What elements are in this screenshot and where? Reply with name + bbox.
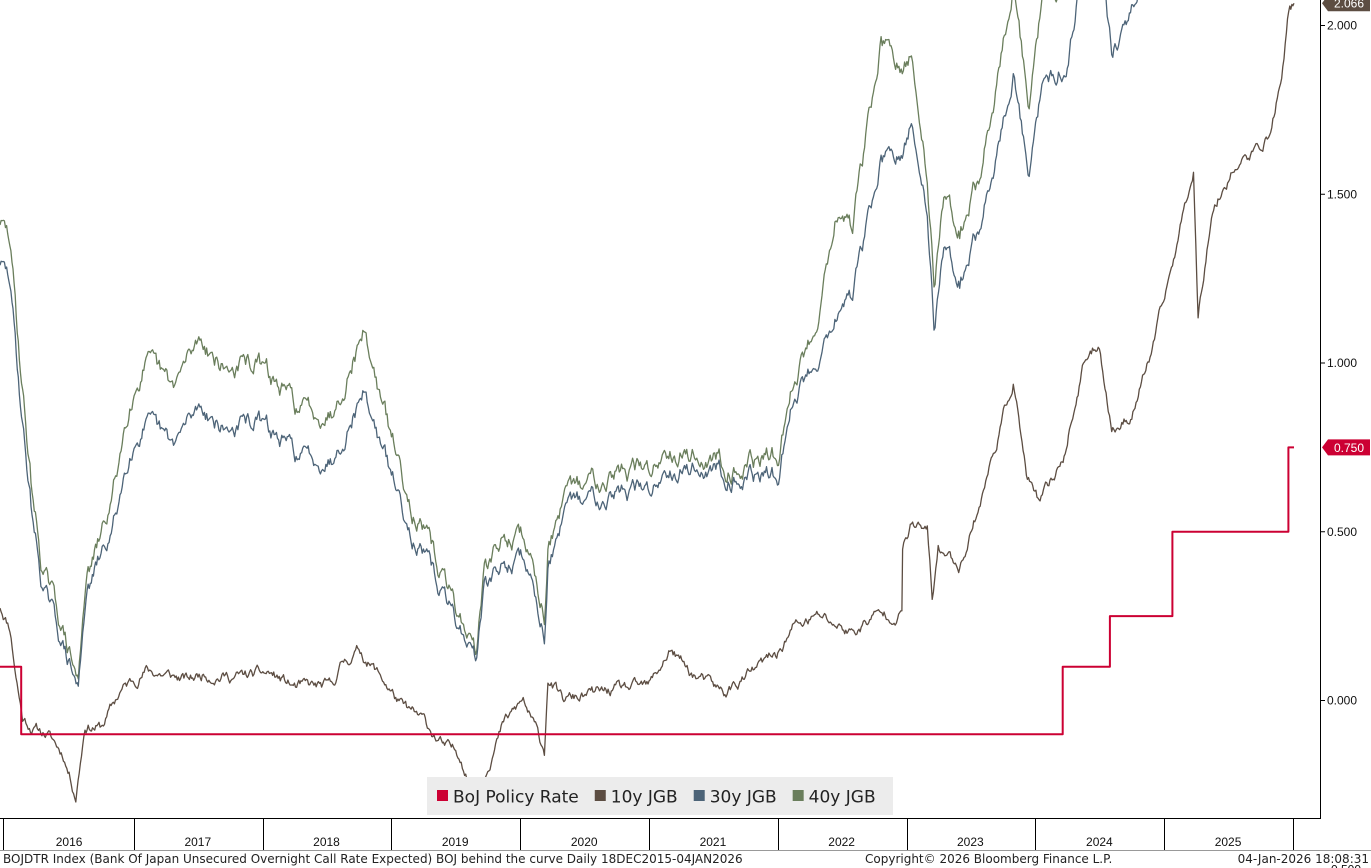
x-tick-label: 2021 [700,835,727,849]
footer-timestamp: 04-Jan-2026 18:08:31 [1237,852,1369,866]
x-tick-label: 2023 [957,835,984,849]
legend-item-10y-jgb: 10y JGB [594,788,678,808]
last-value-tag-10y-jgb: 2.066 [1322,0,1370,12]
legend-swatch [792,790,804,801]
x-tick-label: 2017 [184,835,211,849]
last-value-label: 0.750 [1334,441,1364,455]
legend-label: 10y JGB [611,788,678,808]
legend-label: 40y JGB [809,788,876,808]
footer-copyright: Copyright© 2026 Bloomberg Finance L.P. [865,852,1113,866]
legend-label: BoJ Policy Rate [453,788,579,808]
y-tick-label: 0.500 [1327,525,1357,539]
legend-label: 30y JGB [710,788,777,808]
x-tick-label: 2025 [1215,835,1242,849]
y-tick-label: 2.000 [1327,19,1357,33]
legend-swatch [693,790,705,801]
series-line-30y-jgb [0,0,1138,687]
y-tick-label: 0.000 [1327,694,1357,708]
last-value-label: 2.066 [1334,0,1364,11]
x-tick-label: 2016 [56,835,83,849]
series-line-boj-policy-rate [0,446,1294,736]
y-tick-label: -0.500 [1327,862,1361,868]
x-tick-label: 2022 [828,835,855,849]
x-tick-label: 2018 [313,835,340,849]
legend-swatch [437,790,448,801]
legend-swatch [594,790,606,801]
series-lines [0,0,1295,803]
footer-source: BOJDTR Index (Bank Of Japan Unsecured Ov… [3,852,743,866]
series-line-40y-jgb [0,0,1058,680]
last-value-tag-boj-policy-rate: 0.750 [1322,439,1370,456]
y-tick-label: 1.500 [1327,187,1357,201]
legend-item-40y-jgb: 40y JGB [792,788,876,808]
legend-item-30y-jgb: 30y JGB [693,788,777,808]
series-line-10y-jgb [0,2,1295,803]
x-tick-label: 2019 [442,835,469,849]
y-tick-label: 1.000 [1327,356,1357,370]
x-tick-label: 2024 [1086,835,1113,849]
legend: BoJ Policy Rate 10y JGB 30y JGB 40y JGB [427,777,893,815]
legend-box [427,777,893,815]
x-tick-label: 2020 [571,835,598,849]
legend-item-boj-policy-rate: BoJ Policy Rate [437,788,579,808]
